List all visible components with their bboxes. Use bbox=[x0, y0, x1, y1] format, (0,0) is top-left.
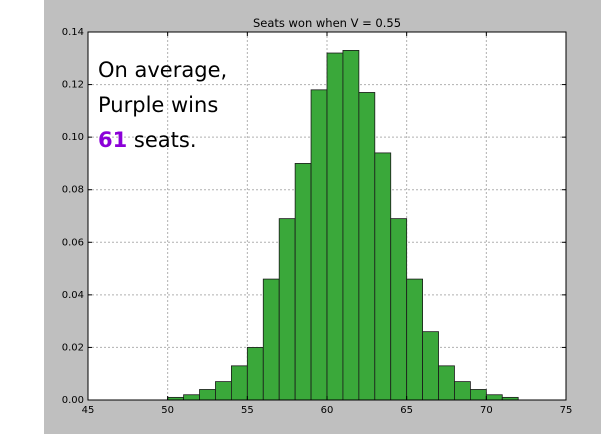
histogram-bar bbox=[422, 331, 439, 401]
histogram-bar bbox=[454, 381, 471, 401]
average-seats-value: 61 bbox=[98, 128, 127, 152]
y-tick-label: 0.10 bbox=[62, 132, 84, 143]
histogram-bar bbox=[358, 92, 376, 401]
y-tick-label: 0.14 bbox=[62, 27, 84, 38]
annotation-line-2: Purple wins bbox=[98, 93, 218, 117]
y-tick-label: 0.08 bbox=[62, 185, 84, 196]
histogram-bar bbox=[215, 381, 232, 401]
x-tick-label: 50 bbox=[161, 405, 174, 416]
x-tick-label: 65 bbox=[400, 405, 413, 416]
histogram-bar bbox=[374, 152, 392, 401]
y-tick-label: 0.04 bbox=[62, 290, 84, 301]
histogram-chart: 45 50 55 60 65 70 75 0.00 0.02 0.04 0.06 0.08 0.10 0.… bbox=[62, 16, 573, 416]
x-tick-label: 75 bbox=[560, 405, 573, 416]
histogram-bar bbox=[278, 218, 296, 401]
y-tick-label: 0.12 bbox=[62, 80, 84, 91]
histogram-bar bbox=[390, 218, 408, 401]
x-tick-label: 60 bbox=[321, 405, 334, 416]
histogram-bar bbox=[485, 394, 503, 401]
x-tick-label: 70 bbox=[480, 405, 493, 416]
x-tick-label: 45 bbox=[82, 405, 95, 416]
annotation-line-1: On average, bbox=[98, 58, 227, 82]
y-tick-label: 0.02 bbox=[62, 342, 84, 353]
annotation-line-3-rest: seats. bbox=[127, 128, 196, 152]
annotation-line-3: 61 seats. bbox=[98, 128, 197, 152]
histogram-bar bbox=[438, 365, 455, 401]
y-tick-label: 0.00 bbox=[62, 395, 84, 406]
histogram-bar bbox=[199, 389, 216, 401]
figure-background: 45 50 55 60 65 70 75 0.00 0.02 0.04 0.06 0.08 0.10 0.… bbox=[44, 0, 601, 434]
histogram-bar bbox=[342, 50, 360, 401]
histogram-bar bbox=[262, 278, 280, 401]
histogram-bar bbox=[406, 278, 423, 401]
histogram-bar bbox=[183, 394, 200, 401]
histogram-bar bbox=[294, 163, 312, 401]
x-tick-label: 55 bbox=[241, 405, 254, 416]
histogram-bar bbox=[326, 52, 344, 401]
histogram-bar bbox=[469, 389, 487, 401]
axis-ticks: 45 50 55 60 65 70 75 0.00 0.02 0.04 0.06 0.08 0.10 0.… bbox=[62, 27, 573, 416]
y-tick-label: 0.06 bbox=[62, 237, 84, 248]
histogram-bar bbox=[246, 347, 264, 401]
histogram-bar bbox=[310, 89, 328, 401]
histogram-bars bbox=[167, 50, 519, 401]
histogram-bar bbox=[230, 365, 248, 401]
chart-title: Seats won when V = 0.55 bbox=[253, 16, 401, 30]
